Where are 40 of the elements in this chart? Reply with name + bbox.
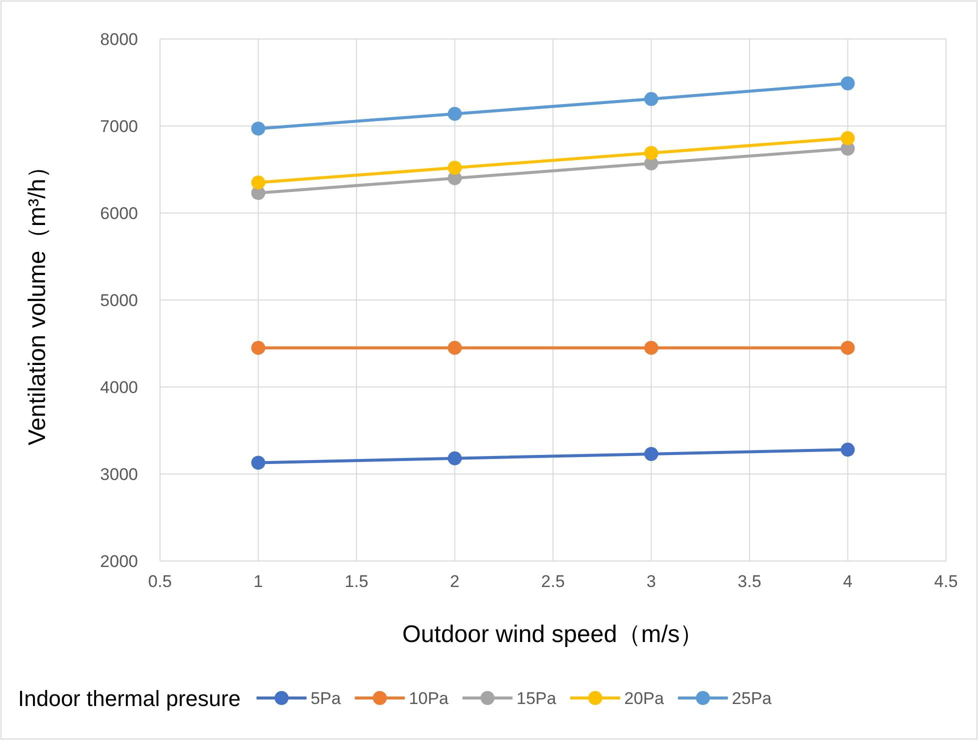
point [251, 176, 266, 190]
legend-title: Indoor thermal presure [18, 686, 241, 711]
point [448, 160, 462, 175]
legend-label: 20Pa [624, 689, 664, 708]
y-tick-label: 3000 [100, 465, 138, 484]
point [251, 340, 266, 355]
x-tick-label: 3 [646, 572, 656, 591]
point [840, 76, 855, 90]
point [448, 106, 462, 121]
point [840, 131, 855, 146]
x-tick-label: 2.5 [541, 572, 565, 591]
point [644, 446, 658, 461]
point [644, 340, 658, 355]
y-tick-label: 7000 [100, 117, 138, 136]
y-tick-label: 6000 [100, 204, 138, 223]
y-axis-title: Ventilation volume（m³/h） [24, 154, 51, 446]
x-tick-label: 3.5 [738, 572, 762, 591]
y-tick-label: 8000 [100, 30, 138, 49]
legend-label: 10Pa [408, 689, 450, 708]
x-tick-label: 4 [843, 572, 852, 591]
x-tick-label: 1.5 [344, 572, 368, 591]
legend-label: 15Pa [516, 689, 557, 708]
x-tick-label: 2 [450, 572, 460, 591]
point [840, 442, 855, 457]
x-axis-title: Outdoor wind speed（m/s） [402, 621, 704, 648]
point [448, 451, 462, 466]
legend-label: 5Pa [310, 689, 342, 708]
point [448, 340, 462, 355]
point [251, 122, 266, 136]
point [644, 146, 658, 160]
point [840, 340, 855, 355]
x-tick-label: 1 [254, 572, 263, 591]
y-tick-label: 2000 [100, 552, 138, 571]
point [644, 92, 658, 106]
x-tick-label: 4.5 [934, 572, 958, 591]
y-tick-label: 5000 [100, 291, 138, 310]
y-tick-label: 4000 [100, 378, 138, 397]
legend-label: 25Pa [732, 689, 772, 708]
point [251, 456, 266, 470]
x-tick-label: 0.5 [148, 572, 172, 591]
